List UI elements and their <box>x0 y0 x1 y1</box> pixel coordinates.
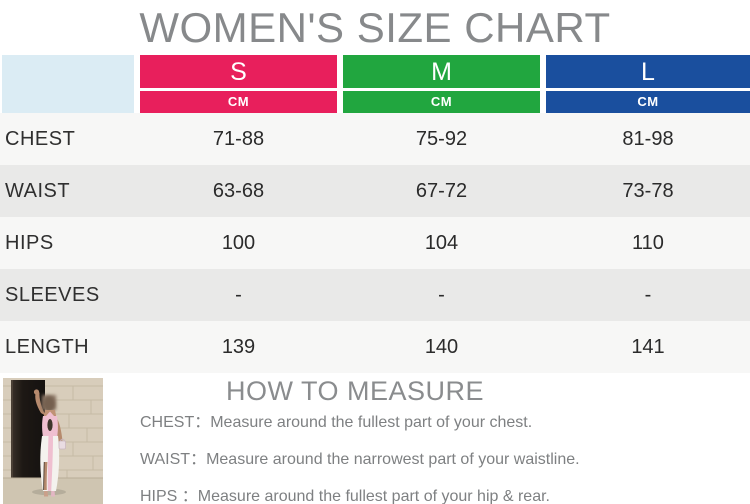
size-table-header: S M L CM CM CM <box>0 55 750 113</box>
cell-hips-l: 110 <box>632 232 664 254</box>
cell-length-s: 139 <box>221 336 256 358</box>
table-row-chest: CHEST 71-88 75-92 81-98 <box>0 113 750 165</box>
cell-chest-l: 81-98 <box>622 128 674 150</box>
size-table-body: CHEST 71-88 75-92 81-98 WAIST 63-68 67-7… <box>0 113 750 373</box>
row-label: SLEEVES <box>5 284 100 306</box>
measure-instruction-chest: CHEST：Measure around the fullest part of… <box>140 414 533 431</box>
unit-header-m: CM <box>343 91 540 113</box>
cell-sleeves-s: - <box>235 284 242 306</box>
model-photo-illustration <box>3 378 103 504</box>
cell-hips-s: 100 <box>221 232 256 254</box>
woman-figure <box>33 389 66 497</box>
cell-sleeves-m: - <box>438 284 445 306</box>
table-row-length: LENGTH 139 140 141 <box>0 321 750 373</box>
page-title: WOMEN'S SIZE CHART <box>139 4 611 51</box>
row-label: CHEST <box>5 128 76 150</box>
cell-hips-m: 104 <box>424 232 459 254</box>
row-label: HIPS <box>5 232 54 254</box>
model-photo <box>3 378 103 504</box>
size-header-l: L <box>546 55 750 88</box>
corner-cell <box>2 55 134 113</box>
cell-waist-m: 67-72 <box>415 180 468 202</box>
unit-header-l: CM <box>546 91 750 113</box>
measure-instruction-hips: HIPS ：Measure around the fullest part of… <box>140 488 550 504</box>
size-header-s: S <box>140 55 337 88</box>
cell-chest-m: 75-92 <box>415 128 468 150</box>
unit-header-s: CM <box>140 91 337 113</box>
row-label: WAIST <box>5 180 71 202</box>
table-row-hips: HIPS 100 104 110 <box>0 217 750 269</box>
cell-chest-s: 71-88 <box>212 128 265 150</box>
cell-length-l: 141 <box>631 336 665 358</box>
row-label: LENGTH <box>5 336 90 358</box>
table-row-waist: WAIST 63-68 67-72 73-78 <box>0 165 750 217</box>
cell-sleeves-l: - <box>644 284 652 306</box>
cell-length-m: 140 <box>424 336 459 358</box>
cell-waist-l: 73-78 <box>622 180 674 202</box>
cell-waist-s: 63-68 <box>212 180 265 202</box>
how-to-measure-heading: HOW TO MEASURE <box>225 376 485 406</box>
measure-instruction-waist: WAIST：Measure around the narrowest part … <box>140 451 580 468</box>
table-row-sleeves: SLEEVES - - - <box>0 269 750 321</box>
size-header-m: M <box>343 55 540 88</box>
